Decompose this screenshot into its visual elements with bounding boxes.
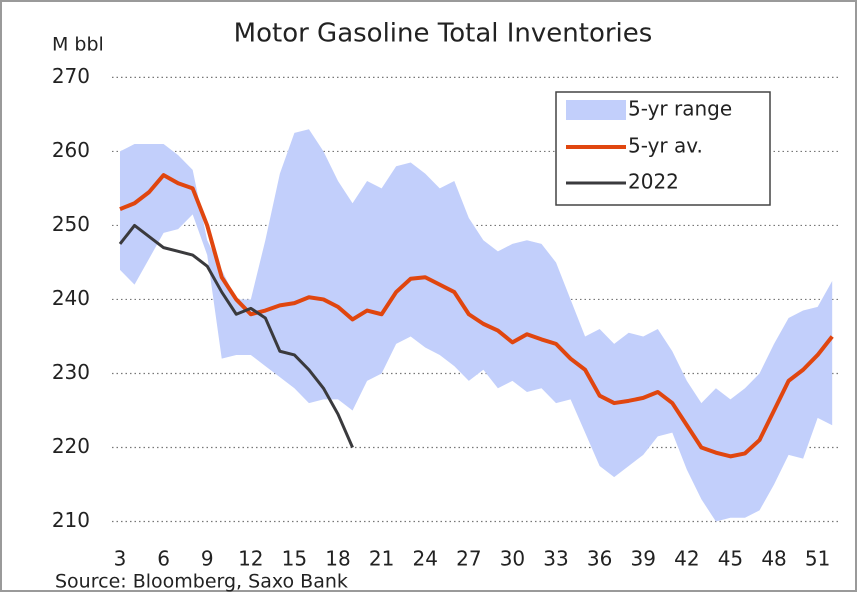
chart-title: Motor Gasoline Total Inventories bbox=[234, 19, 653, 49]
x-tick-label: 42 bbox=[674, 547, 699, 571]
y-tick-label: 270 bbox=[52, 64, 90, 88]
source: Source: Bloomberg, Saxo Bank bbox=[55, 571, 348, 592]
x-tick-label: 18 bbox=[325, 547, 350, 571]
x-tick-label: 9 bbox=[201, 547, 214, 571]
x-tick-label: 3 bbox=[114, 547, 127, 571]
y-axis-label: M bbl bbox=[52, 34, 104, 56]
series-line bbox=[119, 173, 834, 459]
range-band bbox=[119, 129, 833, 522]
x-tick-label: 24 bbox=[412, 547, 437, 571]
series-line bbox=[118, 223, 354, 449]
y-tick-label: 240 bbox=[52, 286, 90, 310]
x-tick-label: 33 bbox=[543, 547, 568, 571]
x-tick-label: 12 bbox=[238, 547, 263, 571]
x-tick-label: 45 bbox=[718, 547, 743, 571]
x-tick-label: 6 bbox=[157, 547, 170, 571]
x-tick-label: 30 bbox=[500, 547, 525, 571]
x-tick-label: 39 bbox=[631, 547, 656, 571]
y-tick-label: 220 bbox=[52, 434, 90, 458]
x-tick-label: 15 bbox=[282, 547, 307, 571]
x-tick-label: 36 bbox=[587, 547, 612, 571]
x-tick-label: 21 bbox=[369, 547, 394, 571]
legend-label: 2022 bbox=[628, 170, 679, 194]
x-tick-label: 27 bbox=[456, 547, 481, 571]
y-tick-label: 210 bbox=[52, 508, 90, 532]
x-tick-label: 48 bbox=[761, 547, 786, 571]
legend-swatch bbox=[566, 100, 626, 120]
y-tick-label: 260 bbox=[52, 138, 90, 162]
y-tick-label: 230 bbox=[52, 360, 90, 384]
x-tick-label: 51 bbox=[805, 547, 830, 571]
y-tick-label: 250 bbox=[52, 212, 90, 236]
legend-label: 5-yr av. bbox=[628, 134, 703, 158]
legend-label: 5-yr range bbox=[628, 97, 732, 121]
